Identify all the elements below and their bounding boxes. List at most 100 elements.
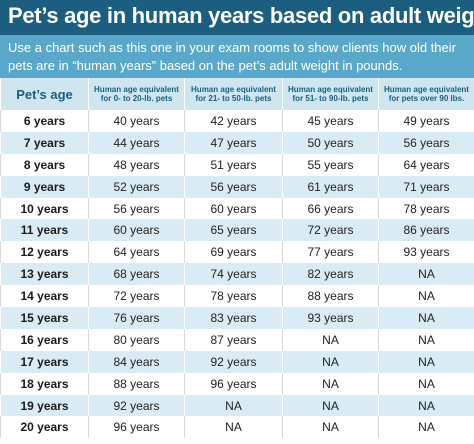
pet-age-cell: 15 years xyxy=(0,307,89,329)
pet-age-cell: 8 years xyxy=(0,153,89,176)
age-51-90-cell: 66 years xyxy=(282,197,379,220)
age-0-20-cell: 52 years xyxy=(88,175,185,198)
age-51-90-cell: 82 years xyxy=(282,263,379,286)
table-row: 11 years 60 years 65 years 72 years 86 years xyxy=(0,219,474,242)
age-0-20-cell: 92 years xyxy=(88,394,185,417)
header-51-90-lb: Human age equivalent for 51- to 90-lb. p… xyxy=(282,78,379,110)
age-over-90-cell: 49 years xyxy=(378,110,474,132)
pet-age-cell: 13 years xyxy=(0,263,89,286)
table-row: 12 years 64 years 69 years 77 years 93 years xyxy=(0,241,474,264)
table-row: 19 years 92 years NA NA NA xyxy=(0,394,474,417)
age-51-90-cell: 88 years xyxy=(282,285,379,308)
pet-age-cell: 18 years xyxy=(0,372,89,395)
age-table: Pet’s age Human age equivalent for 0- to… xyxy=(0,78,474,439)
pet-age-cell: 11 years xyxy=(0,219,89,242)
age-51-90-cell: 61 years xyxy=(282,175,379,198)
age-0-20-cell: 64 years xyxy=(88,241,185,264)
age-51-90-cell: 93 years xyxy=(282,307,379,329)
table-row: 18 years 88 years 96 years NA NA xyxy=(0,372,474,395)
age-0-20-cell: 76 years xyxy=(88,307,185,329)
age-over-90-cell: NA xyxy=(378,394,474,417)
age-51-90-cell: 50 years xyxy=(282,131,379,154)
age-21-50-cell: 78 years xyxy=(184,285,283,308)
age-0-20-cell: 40 years xyxy=(88,110,185,132)
age-over-90-cell: NA xyxy=(378,350,474,373)
age-21-50-cell: 51 years xyxy=(184,153,283,176)
header-0-20-lb: Human age equivalent for 0- to 20-lb. pe… xyxy=(88,78,185,110)
pet-age-cell: 17 years xyxy=(0,350,89,373)
age-over-90-cell: NA xyxy=(378,285,474,308)
header-over-90-lb: Human age equivalent for pets over 90 lb… xyxy=(378,78,474,110)
age-0-20-cell: 68 years xyxy=(88,263,185,286)
header-21-50-lb: Human age equivalent for 21- to 50-lb. p… xyxy=(184,78,283,110)
table-row: 16 years 80 years 87 years NA NA xyxy=(0,328,474,351)
age-over-90-cell: 56 years xyxy=(378,131,474,154)
age-0-20-cell: 96 years xyxy=(88,416,185,439)
age-21-50-cell: 96 years xyxy=(184,372,283,395)
page-subtitle: Use a chart such as this one in your exa… xyxy=(0,35,474,78)
age-over-90-cell: NA xyxy=(378,263,474,286)
age-21-50-cell: 69 years xyxy=(184,241,283,264)
table-body: 6 years 40 years 42 years 45 years 49 years 7… xyxy=(0,110,474,439)
age-51-90-cell: NA xyxy=(282,416,379,439)
age-21-50-cell: NA xyxy=(184,394,283,417)
age-over-90-cell: 93 years xyxy=(378,241,474,264)
pet-age-cell: 10 years xyxy=(0,197,89,220)
age-21-50-cell: 87 years xyxy=(184,328,283,351)
age-21-50-cell: 56 years xyxy=(184,175,283,198)
pet-age-cell: 14 years xyxy=(0,285,89,308)
age-over-90-cell: 86 years xyxy=(378,219,474,242)
table-row: 15 years 76 years 83 years 93 years NA xyxy=(0,307,474,329)
age-0-20-cell: 84 years xyxy=(88,350,185,373)
age-21-50-cell: 74 years xyxy=(184,263,283,286)
table-row: 9 years 52 years 56 years 61 years 71 years xyxy=(0,175,474,198)
age-over-90-cell: NA xyxy=(378,372,474,395)
table-row: 6 years 40 years 42 years 45 years 49 years xyxy=(0,110,474,132)
age-51-90-cell: NA xyxy=(282,372,379,395)
age-over-90-cell: 64 years xyxy=(378,153,474,176)
age-0-20-cell: 44 years xyxy=(88,131,185,154)
pet-age-cell: 12 years xyxy=(0,241,89,264)
age-0-20-cell: 56 years xyxy=(88,197,185,220)
table-row: 13 years 68 years 74 years 82 years NA xyxy=(0,263,474,286)
age-over-90-cell: NA xyxy=(378,416,474,439)
pet-age-cell: 19 years xyxy=(0,394,89,417)
header-pet-age: Pet’s age xyxy=(0,78,89,110)
age-0-20-cell: 88 years xyxy=(88,372,185,395)
pet-age-cell: 9 years xyxy=(0,175,89,198)
age-51-90-cell: NA xyxy=(282,394,379,417)
age-0-20-cell: 80 years xyxy=(88,328,185,351)
age-51-90-cell: 77 years xyxy=(282,241,379,264)
age-over-90-cell: NA xyxy=(378,307,474,329)
table-row: 14 years 72 years 78 years 88 years NA xyxy=(0,285,474,308)
age-51-90-cell: 55 years xyxy=(282,153,379,176)
age-over-90-cell: 78 years xyxy=(378,197,474,220)
age-21-50-cell: 83 years xyxy=(184,307,283,329)
age-0-20-cell: 60 years xyxy=(88,219,185,242)
table-row: 20 years 96 years NA NA NA xyxy=(0,416,474,439)
pet-age-cell: 16 years xyxy=(0,328,89,351)
age-21-50-cell: 60 years xyxy=(184,197,283,220)
age-0-20-cell: 72 years xyxy=(88,285,185,308)
pet-age-cell: 7 years xyxy=(0,131,89,154)
table-row: 10 years 56 years 60 years 66 years 78 years xyxy=(0,197,474,220)
age-21-50-cell: 47 years xyxy=(184,131,283,154)
pet-age-cell: 20 years xyxy=(0,416,89,439)
age-51-90-cell: NA xyxy=(282,350,379,373)
age-over-90-cell: NA xyxy=(378,328,474,351)
age-21-50-cell: NA xyxy=(184,416,283,439)
age-21-50-cell: 65 years xyxy=(184,219,283,242)
table-row: 7 years 44 years 47 years 50 years 56 years xyxy=(0,131,474,154)
table-row: 17 years 84 years 92 years NA NA xyxy=(0,350,474,373)
age-over-90-cell: 71 years xyxy=(378,175,474,198)
age-21-50-cell: 92 years xyxy=(184,350,283,373)
age-51-90-cell: 72 years xyxy=(282,219,379,242)
age-21-50-cell: 42 years xyxy=(184,110,283,132)
page-title: Pet’s age in human years based on adult … xyxy=(0,0,474,35)
pet-age-cell: 6 years xyxy=(0,110,89,132)
age-51-90-cell: NA xyxy=(282,328,379,351)
age-0-20-cell: 48 years xyxy=(88,153,185,176)
age-51-90-cell: 45 years xyxy=(282,110,379,132)
table-row: 8 years 48 years 51 years 55 years 64 years xyxy=(0,153,474,176)
